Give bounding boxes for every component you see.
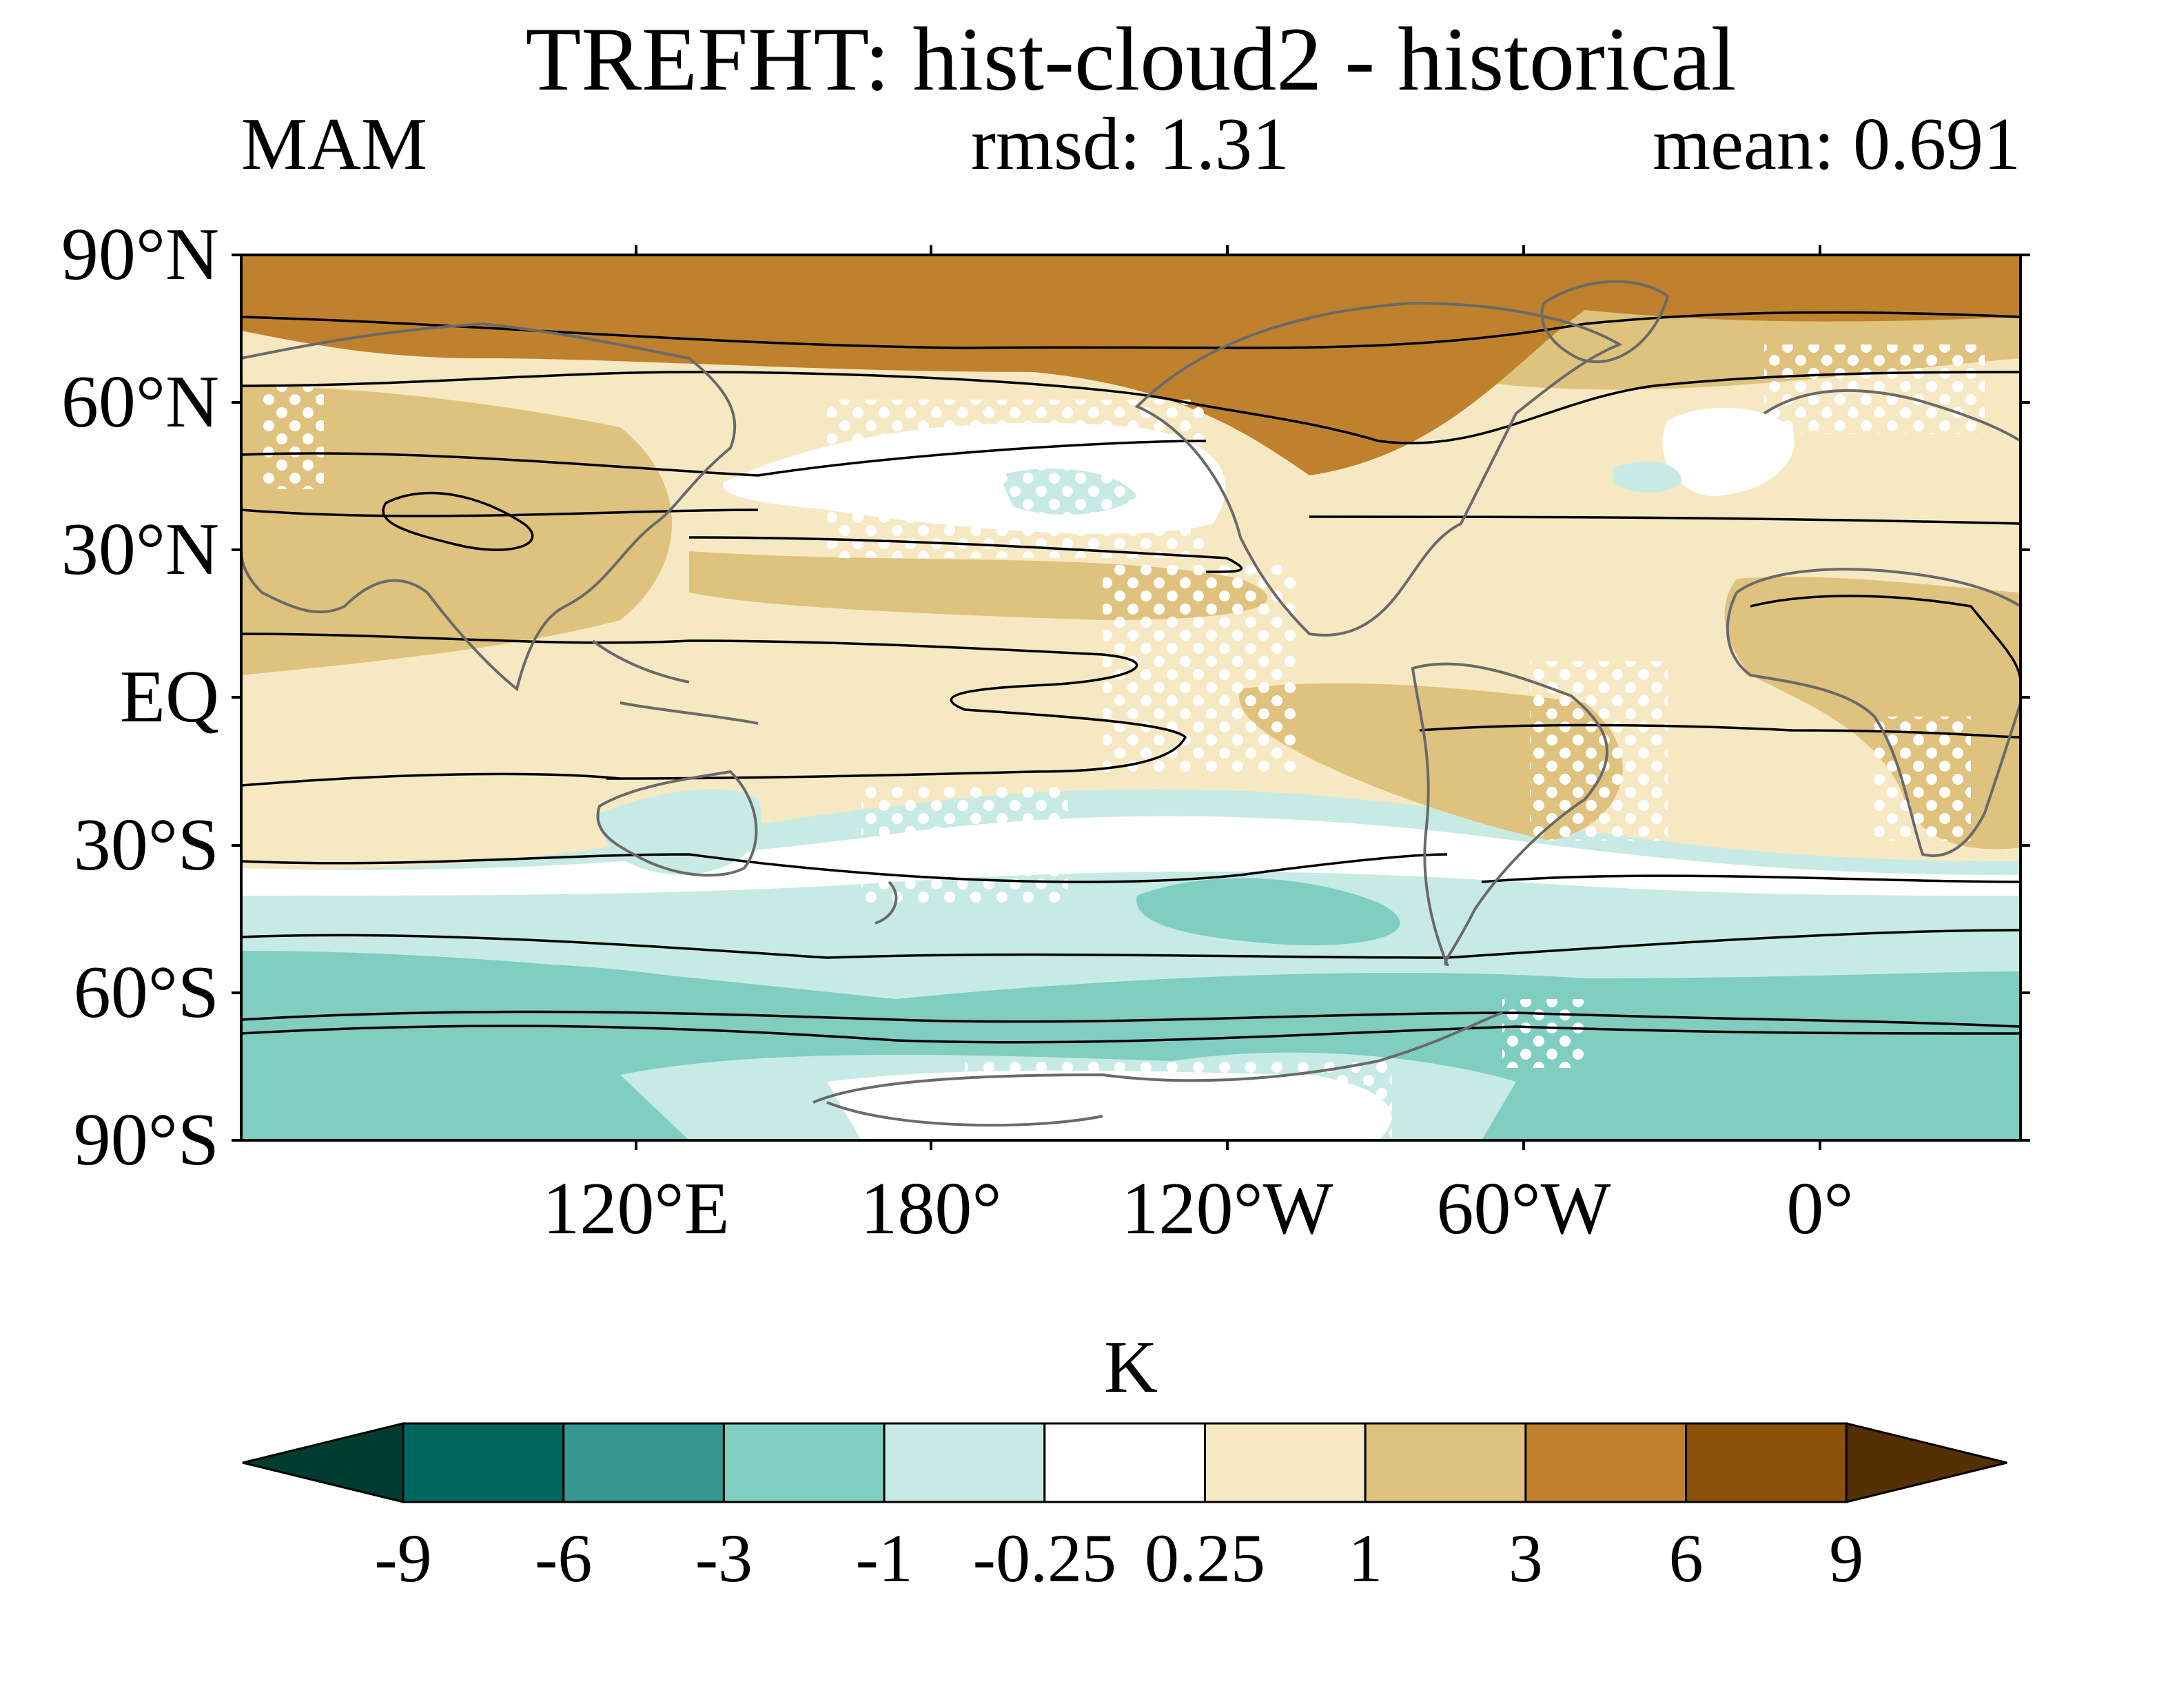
colorbar	[242, 1422, 2007, 1503]
climatology-contours	[241, 311, 2021, 1044]
colorbar-swatch	[883, 1422, 1046, 1503]
colorbar-swatch	[1364, 1422, 1527, 1503]
colorbar-tick-label: 9	[1829, 1520, 1863, 1596]
lon-label-120e: 120°E	[542, 1168, 729, 1250]
significance-stippling	[262, 344, 1985, 1137]
plot-title: TREFHT: hist-cloud2 - historical	[526, 8, 1737, 110]
longitude-axis	[635, 245, 1821, 1150]
south-pacific-medium-patch	[1136, 878, 1400, 945]
rmsd-label: rmsd: 1.31	[971, 103, 1289, 185]
lat-label-90n: 90°N	[61, 214, 219, 296]
coast-africa-europe	[1726, 389, 2021, 857]
lon-label-60w: 60°W	[1436, 1168, 1610, 1250]
colorbar-extend-low	[242, 1422, 405, 1503]
colorbar-swatch	[722, 1422, 886, 1503]
lat-label-30s: 30°S	[74, 804, 219, 886]
colorbar-tick-label: 6	[1669, 1520, 1704, 1596]
coast-south-america	[1411, 662, 1608, 967]
coast-greenland	[1540, 280, 1670, 364]
colorbar-tick-label: -3	[695, 1520, 753, 1596]
latitude-labels: 90°N 60°N 30°N EQ 30°S 60°S 90°S	[61, 214, 219, 1181]
colorbar-tick-label: -6	[535, 1520, 592, 1596]
colorbar-swatch	[402, 1422, 565, 1503]
colorbar-tick-label: 0.25	[1145, 1520, 1265, 1596]
lat-label-eq: EQ	[120, 656, 219, 738]
colorbar-tick-label: -1	[855, 1520, 912, 1596]
colorbar-swatch	[1685, 1422, 1848, 1503]
coast-antarctica	[812, 1011, 1503, 1127]
colorbar-tick-label: 3	[1509, 1520, 1543, 1596]
lat-label-60n: 60°N	[61, 361, 219, 443]
lon-label-0: 0°	[1786, 1168, 1853, 1250]
north-atlantic-neutral-patch	[1662, 407, 1794, 496]
coast-new-zealand	[875, 881, 898, 925]
mean-label: mean: 0.691	[1653, 103, 2021, 185]
south-america-tan-region	[1239, 683, 1623, 841]
colorbar-labels: -9 -6 -3 -1 -0.25 0.25 1 3 6 9	[374, 1520, 1863, 1596]
colorbar-swatch	[1524, 1422, 1688, 1503]
coast-eurasia	[241, 322, 737, 692]
colorbar-tick-label: -0.25	[973, 1520, 1116, 1596]
coast-north-america	[1134, 301, 1623, 637]
colorbar-swatch	[1204, 1422, 1367, 1503]
lat-label-90s: 90°S	[74, 1099, 219, 1181]
colorbar-tick-label: 1	[1348, 1520, 1382, 1596]
north-atlantic-light-patch	[1613, 461, 1681, 493]
coastlines	[241, 280, 2021, 1127]
season-label: MAM	[241, 103, 427, 185]
arctic-brown-band	[241, 255, 2021, 475]
colorbar-tick-label: -9	[374, 1520, 431, 1596]
southern-indian-medium-patch	[241, 963, 896, 1020]
lon-label-180: 180°	[860, 1168, 1001, 1250]
colorbar-extend-high	[1845, 1422, 2007, 1503]
australia-light-region	[600, 789, 762, 875]
lon-label-120w: 120°W	[1121, 1168, 1333, 1250]
coast-maritime	[591, 639, 759, 725]
map-panel	[241, 255, 2021, 1140]
lat-label-30n: 30°N	[61, 508, 219, 590]
colorbar-swatch	[562, 1422, 725, 1503]
longitude-labels: 120°E 180° 120°W 60°W 0°	[542, 1168, 1853, 1250]
coast-australia	[596, 770, 758, 877]
colorbar-unit: K	[1104, 1326, 1158, 1408]
lat-label-60s: 60°S	[74, 951, 219, 1033]
latitude-axis	[232, 254, 2030, 1142]
colorbar-swatch	[1043, 1422, 1207, 1503]
